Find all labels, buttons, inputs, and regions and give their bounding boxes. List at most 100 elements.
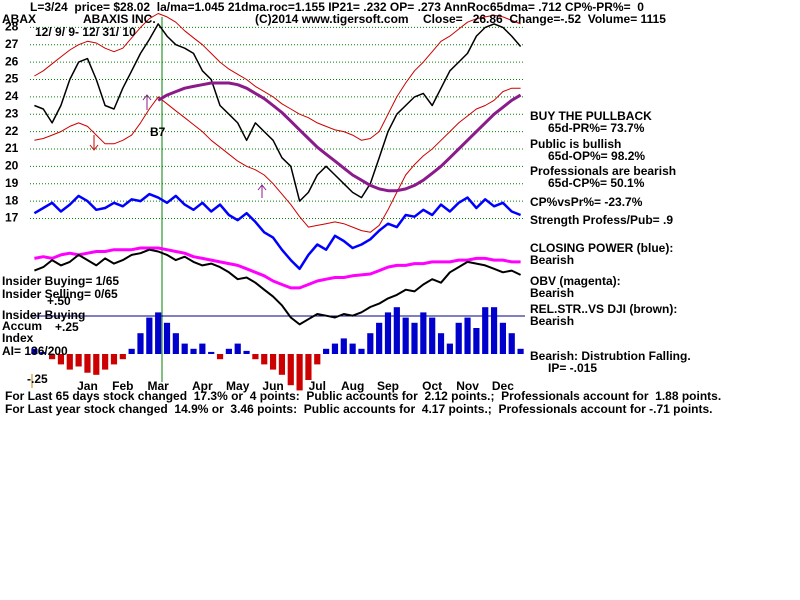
accum-bar [331, 343, 339, 354]
accum-bar [340, 338, 347, 354]
accum-bar [269, 354, 277, 370]
accum-bar [49, 354, 56, 360]
accum-bar [367, 333, 374, 354]
buy-arrow [142, 94, 152, 110]
header-text: L=3/24 price= $28.02 la/ma=1.045 21dma.r… [30, 0, 644, 14]
accum-bar [499, 322, 506, 354]
series-line [34, 23, 522, 202]
accum-bar [172, 333, 179, 354]
accum-bar [305, 354, 312, 380]
header-text: (C)2014 www.tigersoft.com [255, 12, 409, 26]
y-tick-label: 19 [5, 176, 19, 190]
x-tick-label: Jun [262, 379, 283, 393]
accum-bar [508, 333, 515, 354]
annotation: 65d-OP%= 98.2% [548, 149, 645, 163]
accum-bar [137, 333, 144, 354]
accum-bar [199, 343, 206, 354]
y-tick-label: 22 [5, 124, 19, 138]
accum-bar [358, 348, 365, 354]
annotation: Insider Buying= 1/65 [2, 274, 119, 288]
accum-bar [93, 354, 100, 375]
accum-bar [376, 322, 383, 354]
accum-bar [181, 343, 188, 354]
accum-bar [102, 354, 109, 370]
header-text: Close= 26.86 Change=-.52 Volume= 1115 [423, 12, 666, 26]
accum-bar [464, 317, 471, 354]
annotation: Professionals are bearish [530, 164, 676, 178]
y-tick-label: 25 [5, 72, 19, 86]
accum-bar [234, 343, 241, 354]
annotation: Bearish [530, 314, 574, 328]
accum-bar [296, 354, 303, 391]
x-tick-label: Oct [422, 379, 442, 393]
accum-bar [490, 307, 498, 354]
accum-bar [437, 333, 445, 354]
accum-bar [261, 354, 268, 365]
y-tick-label: 17 [5, 211, 19, 225]
accum-bar [66, 354, 73, 370]
annotation: B7 [150, 125, 166, 139]
accum-bar [314, 354, 321, 365]
y-tick-label: 28 [5, 20, 19, 34]
accum-bar [278, 354, 286, 375]
accum-bar [243, 350, 250, 354]
accum-bar [482, 307, 489, 354]
accum-bar [40, 351, 47, 354]
annotation: Bearish [530, 253, 574, 267]
accum-bar [252, 354, 259, 360]
accum-bar [446, 343, 453, 354]
annotation: OBV (magenta): [530, 274, 621, 288]
sell-arrow [89, 135, 99, 151]
y2-tick-label: -.25 [27, 372, 48, 386]
header-text: ABAX [2, 12, 36, 26]
annotation: Bearish: Distrubtion Falling. [530, 349, 691, 363]
series-line [157, 81, 522, 193]
series-line [34, 246, 521, 290]
accum-bar [119, 354, 126, 360]
y-tick-label: 27 [5, 37, 19, 51]
annotation: Public is bullish [530, 137, 621, 151]
accum-bar [190, 348, 197, 354]
annotation: Strength Profess/Pub= .9 [530, 213, 673, 227]
accum-bar [225, 348, 232, 354]
accum-bar [429, 317, 436, 354]
footer-text: For Last 65 days stock changed 17.3% or … [5, 389, 721, 403]
x-tick-label: Jul [309, 379, 326, 393]
buy-arrow [257, 184, 267, 198]
y-tick-label: 21 [5, 141, 19, 155]
footer-text: For Last year stock changed 14.9% or 3.4… [5, 402, 713, 416]
accum-bar [349, 343, 356, 354]
y-tick-label: 18 [5, 193, 19, 207]
accum-bar [208, 351, 215, 354]
accum-bar [384, 312, 392, 354]
series-line [33, 192, 522, 271]
accum-bar [146, 317, 153, 354]
x-tick-label: Aug [341, 379, 364, 393]
annotation: CP%vsPr%= -23.7% [530, 195, 643, 209]
accum-bar [420, 312, 427, 354]
accum-bar [455, 322, 462, 354]
annotation: AI= 136/200 [2, 344, 68, 358]
x-tick-label: Jan [77, 379, 98, 393]
y-tick-label: 20 [5, 159, 19, 173]
annotation: BUY THE PULLBACK [530, 109, 652, 123]
y-tick-label: 26 [5, 54, 19, 68]
y2-tick-label: +.50 [47, 294, 71, 308]
x-tick-label: May [226, 379, 250, 393]
accum-bar [75, 354, 82, 367]
series-line [34, 13, 521, 141]
header-text: 12/ 9/ 9- 12/ 31/ 10 [35, 25, 136, 39]
x-tick-label: Nov [456, 379, 479, 393]
accum-bar [128, 348, 135, 354]
series-line [34, 248, 522, 326]
x-tick-label: Mar [147, 379, 169, 393]
series-line [34, 87, 521, 233]
accum-bar [473, 328, 480, 354]
annotation: Bearish [530, 286, 574, 300]
accum-bar [517, 348, 524, 354]
annotation: 65d-PR%= 73.7% [548, 121, 645, 135]
annotation: REL.STR..VS DJI (brown): [530, 302, 677, 316]
accum-bar [110, 354, 118, 365]
